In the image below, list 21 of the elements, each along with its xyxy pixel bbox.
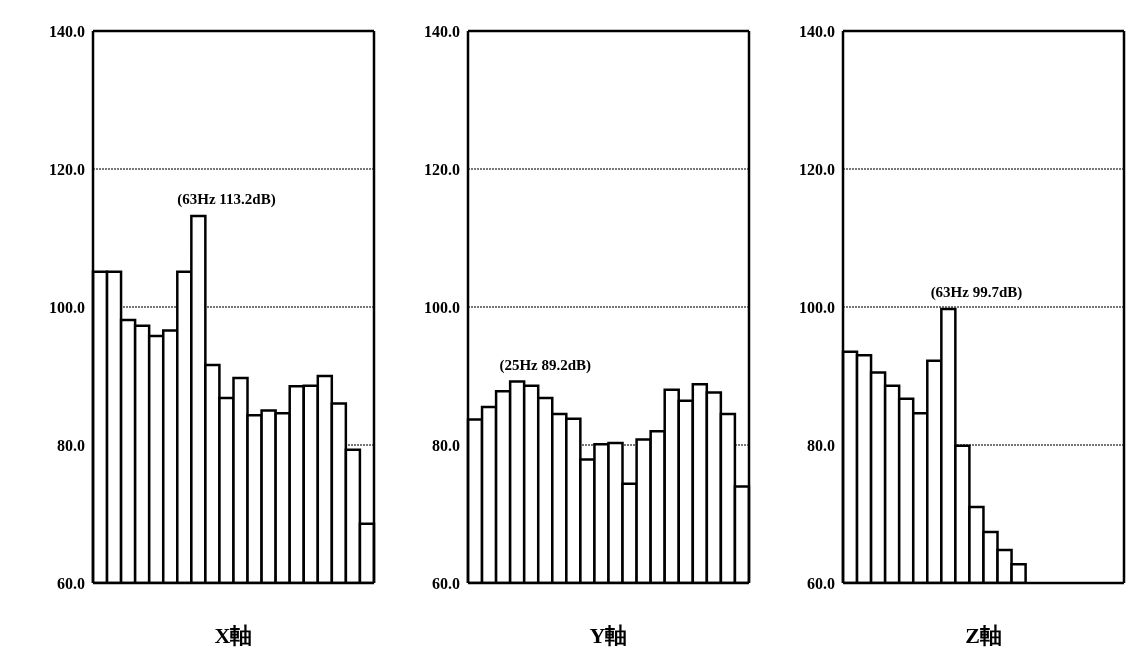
- annotation: (63Hz 99.7dB): [930, 284, 1023, 302]
- x-axis-title: Z軸: [965, 623, 1002, 648]
- y-tick-label: 100.0: [799, 298, 835, 316]
- annotation: (63Hz 113.2dB): [177, 190, 276, 208]
- y-tick-label: 120.0: [424, 160, 460, 178]
- x-axis-title: Y軸: [589, 623, 628, 648]
- y-tick-label: 80.0: [432, 436, 460, 454]
- y-tick-label: 100.0: [424, 298, 460, 316]
- y-tick-label: 80.0: [57, 436, 85, 454]
- y-tick-label: 80.0: [807, 436, 835, 454]
- y-tick-label: 120.0: [799, 160, 835, 178]
- y-tick-label: 60.0: [807, 574, 835, 592]
- y-tick-label: 140.0: [799, 22, 835, 40]
- y-tick-label: 60.0: [57, 574, 85, 592]
- y-tick-label: 140.0: [424, 22, 460, 40]
- y-tick-label: 140.0: [49, 22, 85, 40]
- y-tick-label: 100.0: [49, 298, 85, 316]
- annotation: (25Hz 89.2dB): [499, 356, 592, 374]
- y-tick-label: 120.0: [49, 160, 85, 178]
- y-tick-label: 60.0: [432, 574, 460, 592]
- x-axis-title: X軸: [214, 623, 253, 648]
